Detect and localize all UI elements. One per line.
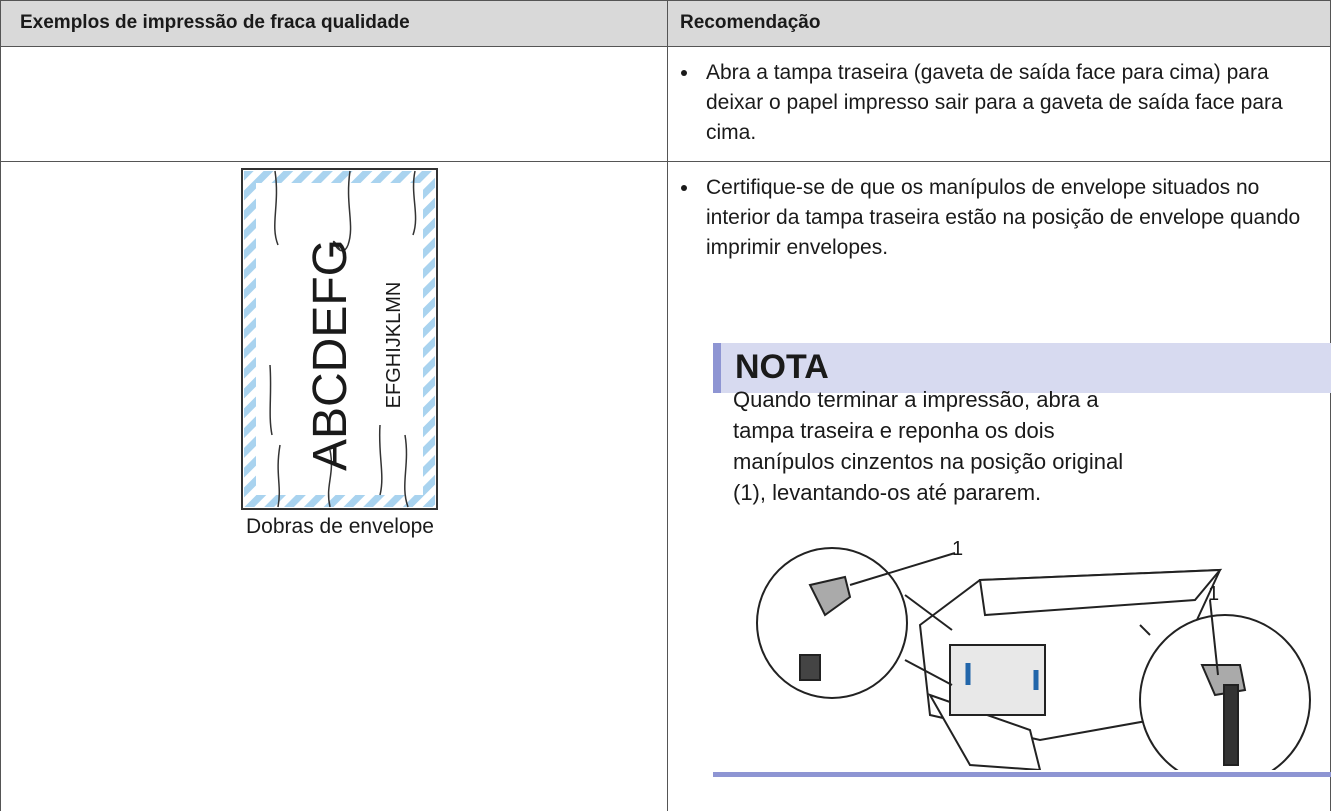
note-text: Quando terminar a impressão, abra a tamp… (733, 387, 1124, 505)
caption: Dobras de envelope (246, 515, 434, 538)
recommendation: Certifique-se de que os manípulos de env… (678, 173, 1318, 263)
envelope-small-text: EFGHIJKLMN (383, 282, 405, 409)
note-footer (713, 772, 1331, 777)
note-title: NOTA (735, 348, 829, 386)
bullet-text: Certifique-se de que os manípulos de env… (700, 173, 1318, 263)
callout: 1 (952, 538, 963, 560)
envelope-big-text: ABCDEFG (304, 239, 357, 471)
header-row: Exemplos de impressão de fraca qualidade… (0, 0, 1331, 46)
recommendation: Abra a tampa traseira (gaveta de saída f… (678, 58, 1318, 148)
header-cell: Exemplos de impressão de fraca qualidade (20, 12, 410, 33)
printer-illustration: 1 1 (756, 538, 1311, 770)
border (0, 0, 1, 811)
border (667, 0, 668, 811)
callout: 1 (1208, 583, 1219, 605)
border (0, 161, 1331, 162)
border (0, 0, 1331, 1)
header-cell: Recomendação (680, 12, 821, 33)
border (0, 46, 1331, 47)
bullet-text: Abra a tampa traseira (gaveta de saída f… (700, 58, 1318, 148)
note-header: NOTA (713, 343, 1331, 393)
envelope-illustration: ABCDEFG EFGHIJKLMN Dobras de envelope (241, 168, 438, 538)
